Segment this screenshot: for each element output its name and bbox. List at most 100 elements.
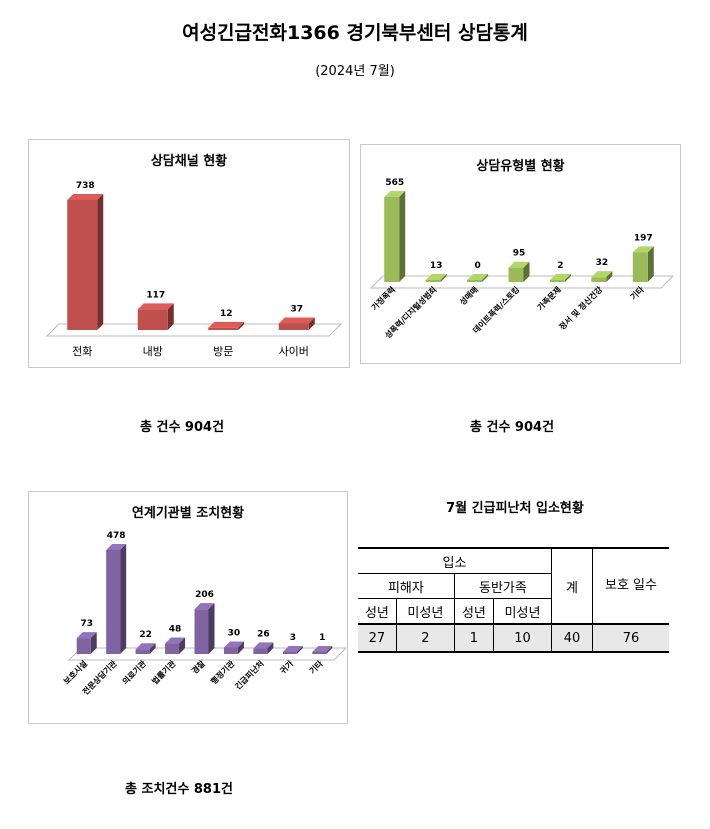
bar-side (179, 637, 186, 654)
protect-days-value: 76 (592, 624, 669, 652)
chart-type: 상담유형별 현황 565 가정폭력 13 성폭력/디지털성범죄 0 성매매 95 데이트폭력/… (360, 144, 681, 364)
bar (253, 648, 268, 654)
bar (278, 323, 309, 330)
bar (384, 197, 400, 282)
category-label: 내방 (143, 345, 163, 358)
category-label: 긴급피난처 (233, 658, 266, 691)
chart-title: 상담유형별 현황 (476, 159, 565, 174)
chart-title: 상담채널 현황 (150, 154, 228, 169)
bar-top (278, 317, 315, 324)
header-sum: 계 (551, 548, 593, 624)
category-label: 가정폭력 (369, 284, 397, 312)
bar-side (440, 274, 447, 282)
header-admission: 입소 (358, 548, 552, 574)
page-title: 여성긴급전화1366 경기북부센터 상담통계 (182, 22, 528, 44)
data-label: 48 (169, 625, 182, 635)
category-label: 가족문제 (535, 284, 563, 312)
chart-channel: 상담채널 현황 738 전화 117 내방 12 방문 37 사이버 (28, 139, 350, 368)
bar-top (106, 544, 127, 550)
bar-side (267, 642, 274, 654)
chart-type-svg: 565가정폭력13성폭력/디지털성범죄0성매매95데이트폭력/스토킹2가족문제3… (369, 178, 675, 340)
chart-agency-svg: 73보호시설478전문상담기관22의료기관48법률기관206경찰30행정기관26… (61, 531, 348, 697)
bar (135, 649, 150, 654)
bar-top (67, 194, 104, 200)
data-label: 117 (146, 290, 165, 300)
bar-top (282, 646, 303, 652)
category-label: 기타 (307, 658, 325, 676)
data-label: 30 (228, 628, 241, 638)
victim-adult-value: 27 (368, 630, 386, 646)
shelter-title: 7월 긴급피난처 입소현황 (446, 501, 584, 516)
chart-floor (45, 323, 343, 337)
bar-top (194, 603, 215, 610)
data-label: 738 (76, 181, 95, 191)
bar-top (549, 274, 571, 280)
bar-side (238, 321, 245, 330)
bar-top (223, 641, 244, 648)
sum-value: 40 (551, 624, 593, 652)
bar-side (167, 303, 174, 330)
data-label: 2 (557, 261, 563, 271)
type-total: 총 건수 904건 (470, 420, 555, 435)
data-label: 22 (139, 630, 152, 640)
header-victim-adult: 성년 (364, 605, 389, 621)
bar (282, 652, 297, 654)
bar (508, 267, 524, 282)
bar-top (591, 271, 613, 278)
bar-side (523, 261, 530, 282)
category-label: 귀가 (278, 658, 296, 676)
bar (137, 309, 168, 330)
category-label: 의료기관 (120, 658, 148, 686)
bar (76, 638, 91, 654)
bar-top (253, 642, 274, 649)
category-label: 정서 및 정신건강 (557, 284, 605, 332)
bar (425, 280, 441, 282)
agency-total: 총 조치건수 881건 (125, 782, 233, 797)
bar-side (208, 603, 215, 654)
bar-top (632, 246, 654, 253)
header-family-adult: 성년 (453, 598, 494, 624)
bar-side (326, 646, 333, 654)
header-victim: 피해자 (358, 573, 455, 599)
data-label: 197 (634, 233, 653, 243)
bar (223, 647, 238, 654)
data-label: 565 (385, 178, 404, 188)
category-label: 전화 (72, 345, 92, 358)
bar (194, 609, 209, 654)
category-label: 방문 (213, 345, 233, 358)
bar-side (308, 317, 315, 330)
data-label: 37 (290, 304, 303, 314)
family-adult-value: 1 (453, 624, 494, 652)
bar-top (312, 646, 333, 652)
bar-side (97, 194, 104, 330)
category-label: 보호시설 (61, 658, 89, 686)
data-label: 0 (474, 261, 480, 271)
bar-side (482, 274, 489, 282)
data-label: 206 (195, 590, 214, 600)
category-label: 행정기관 (208, 658, 236, 686)
bar-top (508, 261, 530, 268)
chart-title: 연계기관별 조치현황 (131, 506, 245, 521)
header-family: 동반가족 (453, 573, 552, 599)
bar (208, 327, 239, 330)
chart-agency: 연계기관별 조치현황 73 보호시설 478 전문상담기관 22 의료기관 48 법률기관 20… (28, 491, 348, 724)
bar (591, 277, 607, 282)
data-label: 73 (80, 619, 93, 629)
bar-side (647, 246, 654, 282)
category-label: 경찰 (189, 658, 207, 676)
bar (106, 550, 121, 654)
bar-side (149, 643, 156, 654)
bar-top (137, 303, 174, 310)
bar (632, 252, 648, 282)
data-label: 3 (290, 633, 296, 643)
chart-channel-svg: 738 전화 117 내방 12 방문 37 사이버 (45, 181, 343, 358)
bar-top (165, 637, 186, 644)
bar-top (135, 643, 156, 650)
data-label: 26 (257, 629, 270, 639)
page-subtitle: (2024년 7월) (315, 64, 395, 79)
bar (67, 200, 98, 330)
bar (312, 652, 327, 654)
bar-top (76, 632, 97, 639)
bar-top (467, 274, 489, 280)
family-minor-value: 10 (493, 624, 552, 652)
